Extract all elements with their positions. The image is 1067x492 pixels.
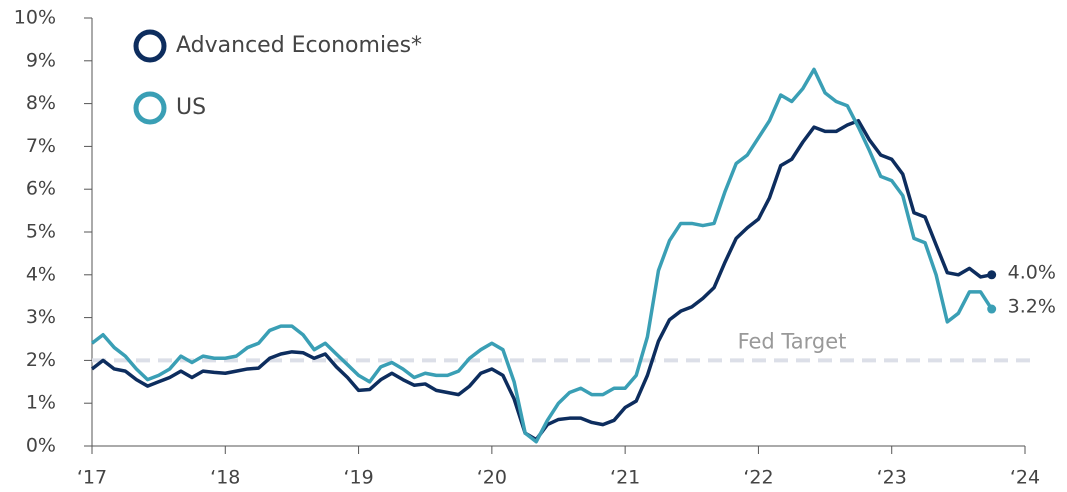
reference-label: Fed Target	[738, 329, 847, 353]
series-line	[90, 67, 994, 444]
y-tick-label: 8%	[26, 92, 56, 114]
y-tick-label: 4%	[26, 263, 56, 285]
series-line	[90, 118, 993, 442]
x-tick-label: ‘24	[1010, 467, 1040, 489]
y-tick-label: 1%	[26, 392, 56, 414]
end-label: 3.2%	[1008, 296, 1056, 318]
y-tick-label: 5%	[26, 221, 56, 243]
legend-label: Advanced Economies*	[176, 33, 422, 58]
end-label: 4.0%	[1008, 261, 1056, 283]
end-dot	[987, 270, 997, 280]
x-tick-label: ‘19	[343, 467, 373, 489]
y-tick-label: 10%	[14, 7, 56, 29]
x-tick-label: ‘17	[77, 467, 107, 489]
x-tick-label: ‘18	[210, 467, 240, 489]
legend-marker	[133, 29, 167, 63]
y-tick-label: 2%	[26, 349, 56, 371]
end-dot	[987, 304, 997, 314]
legend-marker	[133, 91, 167, 125]
x-tick-label: ‘22	[743, 467, 773, 489]
x-tick-label: ‘20	[477, 467, 507, 489]
y-tick-label: 7%	[26, 135, 56, 157]
y-tick-label: 6%	[26, 178, 56, 200]
y-tick-label: 0%	[26, 435, 56, 457]
legend-label: US	[176, 95, 206, 120]
x-tick-label: ‘23	[877, 467, 907, 489]
x-tick-label: ‘21	[610, 467, 640, 489]
y-tick-label: 3%	[26, 306, 56, 328]
y-tick-label: 9%	[26, 49, 56, 71]
